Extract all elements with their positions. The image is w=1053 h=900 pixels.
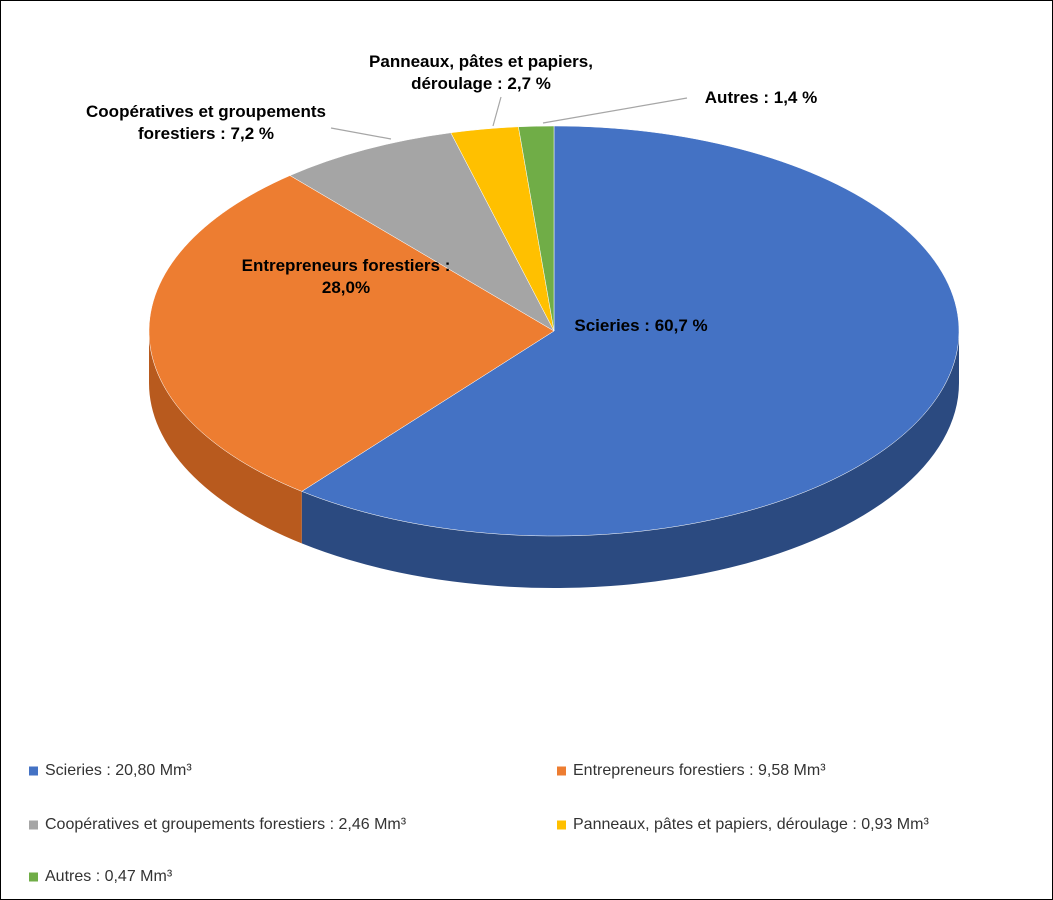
data-label: Panneaux, pâtes et papiers, déroulage : … [369, 52, 593, 93]
legend-entry: Coopératives et groupements forestiers :… [45, 816, 407, 833]
leader-line [492, 96, 502, 127]
leader-line [542, 97, 688, 124]
slice [301, 125, 960, 537]
data-label: Entrepreneurs forestiers : 28,0% [241, 256, 451, 297]
slice-side [149, 331, 302, 544]
legend-entry: Autres : 0,47 Mm³ [45, 868, 173, 885]
legend-swatch [557, 820, 566, 830]
legend-swatch [29, 820, 38, 830]
legend-swatch [557, 766, 566, 776]
slice [289, 132, 555, 332]
legend-entry: Scieries : 20,80 Mm³ [45, 762, 192, 779]
data-label: Coopératives et groupements forestiers :… [86, 102, 326, 143]
legend-swatch [29, 766, 38, 776]
slice [148, 175, 555, 492]
legend-entry: Panneaux, pâtes et papiers, déroulage : … [573, 816, 929, 833]
legend-entry: Entrepreneurs forestiers : 9,58 Mm³ [573, 762, 826, 779]
legend-swatch [29, 872, 38, 882]
slice-side [301, 331, 959, 588]
data-label: Scieries : 60,7 % [574, 316, 708, 335]
leader-line [330, 127, 392, 140]
data-label: Autres : 1,4 % [704, 88, 818, 107]
slice [518, 125, 555, 332]
